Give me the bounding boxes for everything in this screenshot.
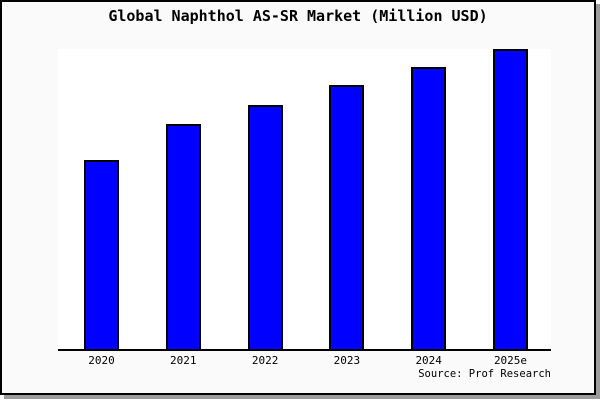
x-tick-label-2025e: 2025e (493, 354, 528, 367)
x-tick-label-2022: 2022 (251, 354, 279, 367)
bar-2022 (247, 105, 283, 349)
x-axis: 2020 2021 2022 2023 2024 2025e (58, 354, 551, 368)
plot-area (58, 49, 551, 351)
bar-2020 (84, 160, 119, 349)
bar-2023 (329, 85, 365, 349)
source-note: Source: Prof Research (418, 368, 551, 380)
bar-2021 (165, 124, 201, 349)
x-tick-label-2023: 2023 (333, 354, 361, 367)
x-tick-label-2020: 2020 (88, 354, 115, 367)
chart-title: Global Naphthol AS-SR Market (Million US… (108, 7, 488, 25)
x-tick-label-2021: 2021 (170, 354, 197, 367)
x-tick-label-2024: 2024 (415, 354, 442, 367)
bar-2024 (411, 67, 447, 349)
bar-2025e (493, 49, 528, 349)
